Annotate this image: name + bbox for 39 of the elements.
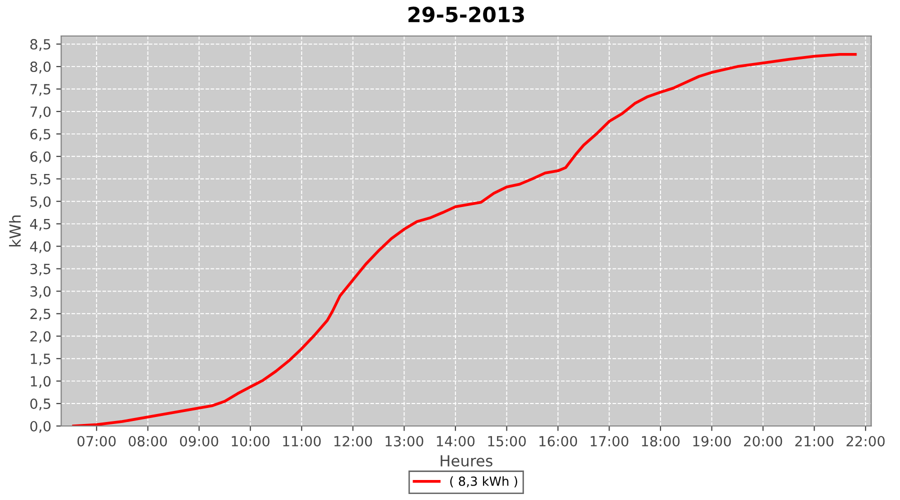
y-tick-label: 4,0 bbox=[30, 241, 51, 254]
x-tick-label: 22:00 bbox=[846, 436, 885, 446]
y-tick-label: 7,5 bbox=[30, 84, 50, 96]
y-tick-label: 6,0 bbox=[30, 151, 51, 164]
y-tick-label: 4,5 bbox=[30, 218, 50, 231]
line-series bbox=[72, 53, 857, 426]
y-tick-label: 6,5 bbox=[30, 128, 50, 141]
x-tick-label: 20:00 bbox=[744, 436, 782, 446]
x-tick-label: 08:00 bbox=[128, 436, 167, 446]
y-tick-label: 0,0 bbox=[30, 420, 51, 433]
y-tick-label: 0,5 bbox=[30, 398, 50, 410]
x-tick-label: 13:00 bbox=[386, 436, 424, 446]
x-tick-label: 21:00 bbox=[795, 436, 834, 446]
y-tick-label: 5,0 bbox=[30, 196, 51, 208]
y-tick-label: 8,5 bbox=[30, 39, 50, 51]
x-tick-label: 16:00 bbox=[539, 436, 578, 446]
y-tick-label: 3,5 bbox=[30, 264, 50, 276]
y-tick-label: 8,0 bbox=[30, 62, 51, 74]
x-tick-label: 14:00 bbox=[436, 436, 475, 446]
y-tick-label: 1,0 bbox=[30, 376, 51, 388]
x-tick-label: 18:00 bbox=[642, 436, 680, 446]
x-tick-label: 07:00 bbox=[77, 436, 116, 446]
x-tick-label: 12:00 bbox=[334, 436, 372, 446]
legend-label: ( 8,3 kWh ) bbox=[450, 476, 518, 488]
x-tick-label: 15:00 bbox=[488, 436, 526, 446]
x-tick-label: 09:00 bbox=[180, 436, 218, 446]
x-axis-title: Heures bbox=[440, 455, 492, 467]
y-tick-label: 5,5 bbox=[30, 174, 50, 186]
y-tick-label: 1,5 bbox=[30, 354, 50, 366]
x-tick-label: 10:00 bbox=[232, 436, 270, 446]
x-tick-label: 11:00 bbox=[283, 436, 321, 446]
x-tick-label: 17:00 bbox=[590, 436, 628, 446]
y-tick-label: 7,0 bbox=[30, 106, 51, 118]
x-tick-label: 19:00 bbox=[693, 436, 731, 446]
y-tick-label: 2,0 bbox=[30, 331, 51, 344]
chart-title: 29-5-2013 bbox=[408, 6, 524, 22]
y-axis-title: kWh bbox=[9, 215, 21, 246]
y-tick-label: 3,0 bbox=[30, 286, 51, 298]
y-tick-label: 2,5 bbox=[30, 308, 50, 321]
